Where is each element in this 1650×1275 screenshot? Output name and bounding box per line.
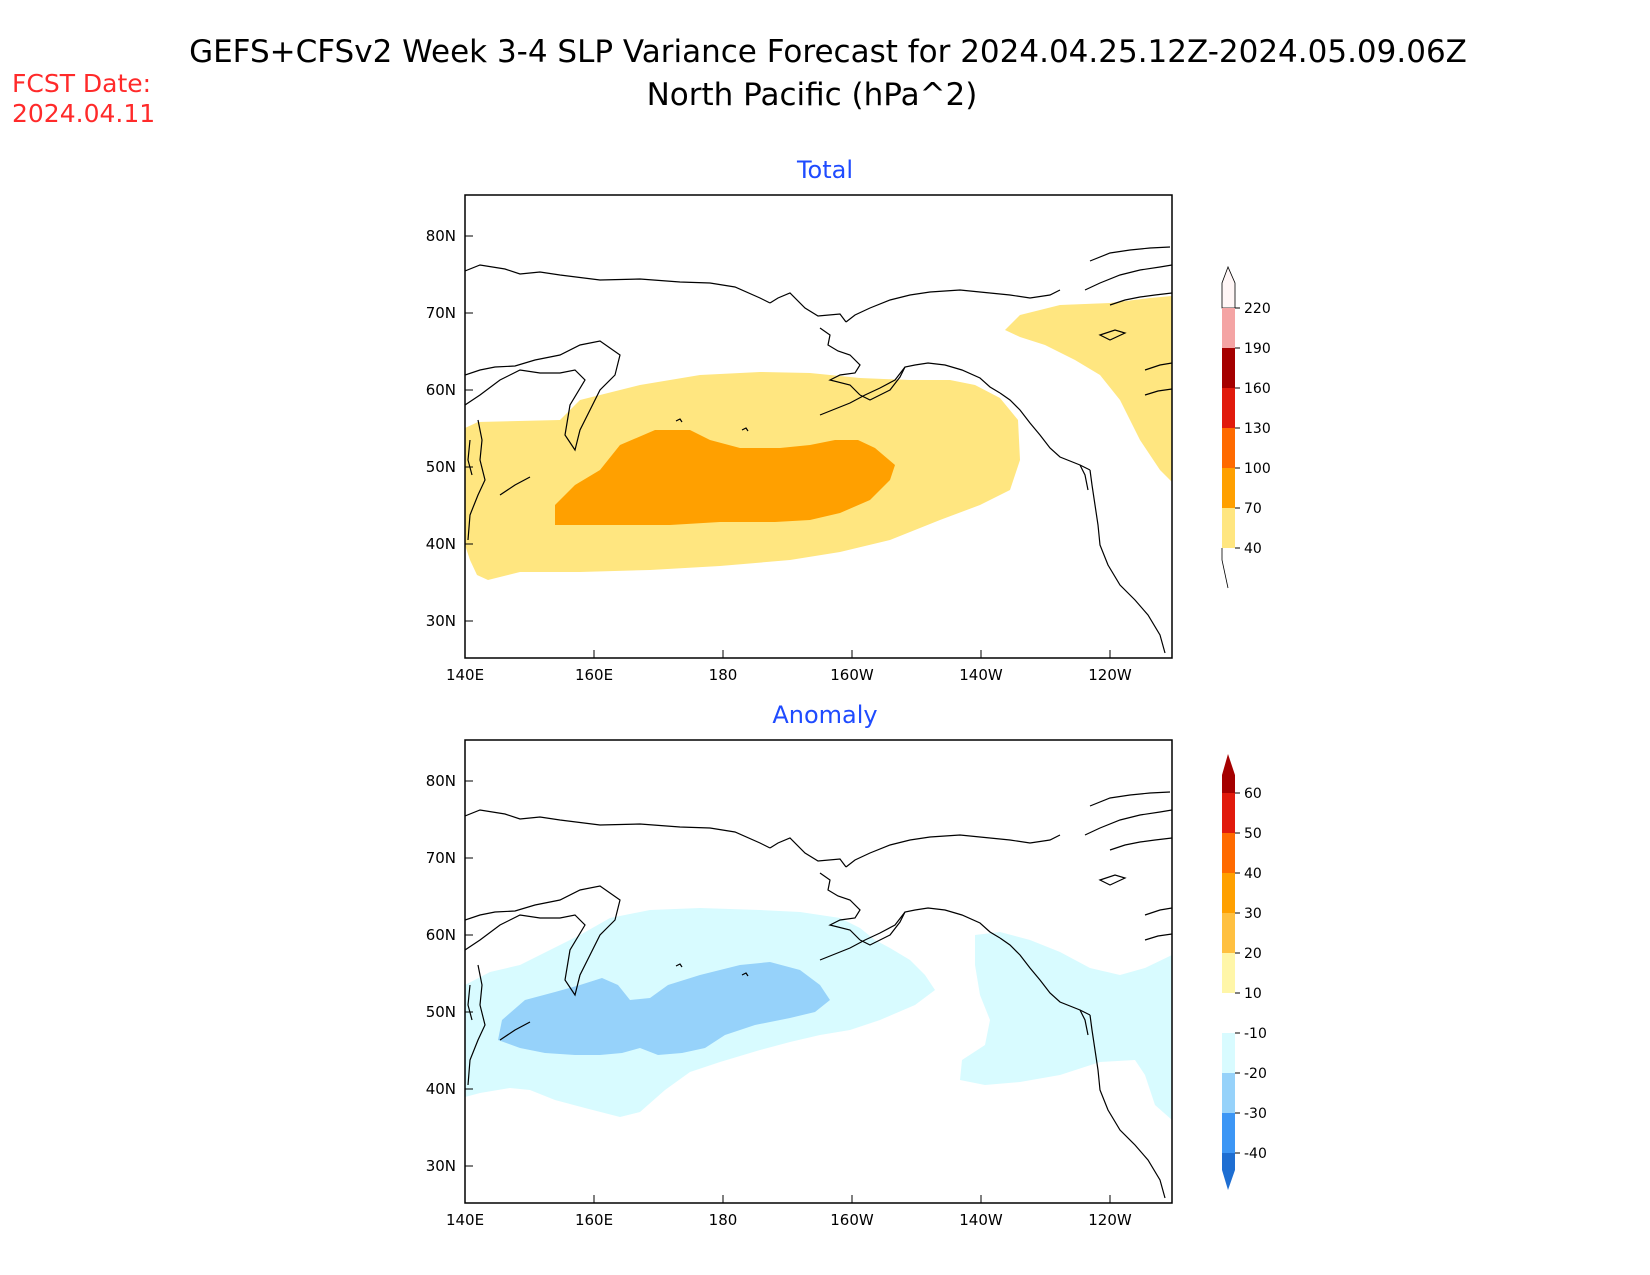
colorbar-anomaly-label: 60 [1244,786,1262,802]
colorbar-anomaly-label: 10 [1244,986,1262,1002]
lat-axis-anomaly: 80N 70N 60N 50N 40N 30N [426,772,473,1175]
colorbar-anomaly-label: 40 [1244,866,1262,882]
lon-label: 140W [959,1211,1003,1229]
lon-label: 160W [830,666,874,684]
lon-label: 140W [959,666,1003,684]
colorbar-anomaly-cap-bottom [1222,1153,1235,1190]
colorbar-total-swatch [1222,468,1235,508]
frame-anomaly [464,739,1173,1204]
lat-label: 80N [426,227,456,245]
colorbar-anomaly-label: -40 [1244,1146,1267,1162]
lat-label: 80N [426,772,456,790]
lat-label: 40N [426,535,456,553]
colorbar-total-swatch [1222,428,1235,468]
colorbar-anomaly-swatch [1222,1113,1235,1153]
colorbar-total-label: 70 [1244,501,1262,517]
title-line-2: North Pacific (hPa^2) [647,77,978,113]
lon-label: 140E [446,1211,484,1229]
lat-label: 30N [426,1157,456,1175]
total-band-70-100 [555,430,895,525]
map-total [465,195,1172,658]
colorbar-anomaly-label: -20 [1244,1066,1267,1082]
colorbar-anomaly-cap-top [1222,754,1235,793]
lat-label: 50N [426,1003,456,1021]
lat-label: 70N [426,849,456,867]
colorbar-anomaly-swatch [1222,993,1235,1033]
colorbar-anomaly-swatch [1222,873,1235,913]
colorbar-anomaly-label: 50 [1244,826,1262,842]
lat-label: 60N [426,381,456,399]
colorbar-anomaly-swatch [1222,833,1235,873]
colorbar-anomaly-swatch [1222,953,1235,993]
colorbar-anomaly-label: -10 [1244,1026,1267,1042]
lat-label: 40N [426,1080,456,1098]
panel-total: Total 80N 70N 60N 50N 40N 30N 140E 160E … [426,156,1271,684]
colorbar-total-label: 100 [1244,461,1271,477]
colorbar-anomaly-label: 20 [1244,946,1262,962]
lat-label: 30N [426,612,456,630]
fcst-date-label: FCST Date: [12,69,151,98]
panel-title-anomaly: Anomaly [772,701,877,729]
colorbar-total-label: 40 [1244,541,1262,557]
colorbar-total-swatch [1222,308,1235,348]
colorbar-total-swatch [1222,508,1235,548]
colorbar-anomaly-swatch [1222,1033,1235,1073]
colorbar-anomaly-label: -30 [1244,1106,1267,1122]
total-band-40-70-east [1005,296,1172,482]
colorbar-total-label: 130 [1244,421,1271,437]
fcst-date-value: 2024.04.11 [12,99,155,128]
lat-axis-total: 80N 70N 60N 50N 40N 30N [426,227,473,630]
colorbar-total-swatch [1222,348,1235,388]
anomaly-band-neg20-neg30 [498,962,830,1055]
lon-label: 140E [446,666,484,684]
lat-label: 70N [426,304,456,322]
lon-label: 180 [709,666,738,684]
lon-label: 120W [1088,666,1132,684]
frame-total [464,194,1173,659]
colorbar-total-swatch [1222,388,1235,428]
colorbar-total-label: 160 [1244,381,1271,397]
colorbar-anomaly-label: 30 [1244,906,1262,922]
map-anomaly [465,740,1172,1203]
colorbar-total-label: 190 [1244,341,1271,357]
lon-label: 160E [575,1211,613,1229]
colorbar-anomaly-swatch [1222,1073,1235,1113]
title-line-1: GEFS+CFSv2 Week 3-4 SLP Variance Forecas… [189,34,1467,70]
colorbar-anomaly-swatch [1222,793,1235,833]
colorbar-anomaly-swatch [1222,913,1235,953]
anomaly-band-neg10-neg20-east [960,932,1172,1120]
panel-title-total: Total [796,156,853,184]
colorbar-total: 220 190 160 130 100 70 40 [1221,265,1271,589]
lon-label: 120W [1088,1211,1132,1229]
lat-label: 50N [426,458,456,476]
lon-axis-total: 140E 160E 180 160W 140W 120W [446,650,1132,684]
colorbar-total-cap-top [1221,265,1236,309]
lon-label: 160W [830,1211,874,1229]
lon-label: 180 [709,1211,738,1229]
colorbar-total-label: 220 [1244,301,1271,317]
lon-label: 160E [575,666,613,684]
panel-anomaly: Anomaly 80N 70N 60N 50N 40N 30N 140E 160… [426,701,1267,1229]
lon-axis-anomaly: 140E 160E 180 160W 140W 120W [446,1195,1132,1229]
colorbar-anomaly: 60 50 40 30 20 10 -10 -20 -30 -40 [1222,754,1267,1190]
lat-label: 60N [426,926,456,944]
colorbar-total-cap-bottom [1221,548,1229,589]
